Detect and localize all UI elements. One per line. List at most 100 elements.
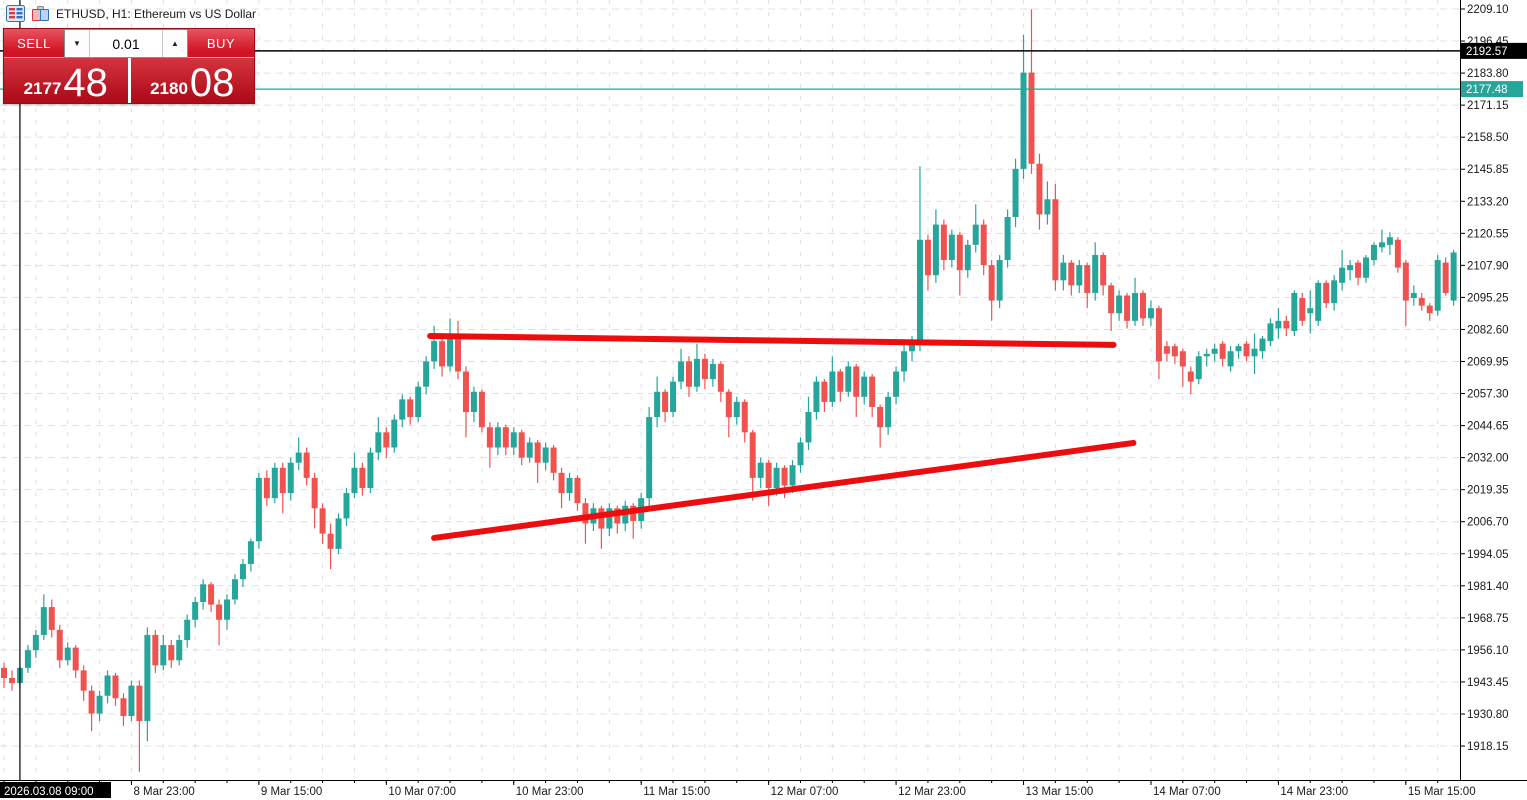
price-tick-label: 2006.70 (1467, 517, 1509, 529)
bull-candle (901, 341, 908, 382)
bear-candle (1163, 341, 1170, 362)
bull-candle (32, 629, 39, 658)
bear-candle (940, 219, 947, 271)
volume-decrease-button[interactable]: ▼ (65, 30, 90, 57)
time-tick-label: 15 Mar 15:00 (1408, 786, 1476, 798)
bear-candle (1100, 252, 1107, 296)
bear-candle (439, 336, 446, 377)
volume-value[interactable]: 0.01 (90, 30, 162, 57)
bull-candle (1363, 254, 1370, 283)
bear-candle (1108, 282, 1115, 331)
bull-candle (733, 396, 740, 425)
bull-candle (1339, 249, 1346, 291)
bull-candle (200, 579, 207, 610)
price-tick-label: 2120.55 (1467, 228, 1509, 240)
price-lines-layer (0, 0, 1460, 780)
buy-button[interactable]: BUY (188, 29, 254, 58)
bull-candle (160, 634, 167, 671)
sell-button[interactable]: SELL (4, 29, 64, 58)
price-tick-label: 2095.25 (1467, 292, 1509, 304)
time-tick-label: 11 Mar 15:00 (643, 786, 710, 798)
bear-candle (486, 422, 493, 468)
bull-candle (1307, 290, 1314, 334)
bear-candle (821, 379, 828, 413)
bull-candle (678, 348, 685, 390)
crosshair-price-label: 2192.57 (1466, 46, 1508, 58)
bull-candle (1147, 300, 1154, 326)
bear-candle (1052, 184, 1059, 291)
bear-candle (534, 439, 541, 483)
bear-candle (1418, 292, 1425, 311)
bear-candle (1426, 303, 1433, 321)
time-tick-label: 12 Mar 07:00 (771, 786, 839, 798)
bear-candle (1355, 260, 1362, 286)
bull-candle (510, 427, 517, 456)
bear-candle (717, 361, 724, 402)
bear-candle (1155, 305, 1162, 380)
price-tick-label: 1981.40 (1467, 581, 1509, 593)
bull-candle (351, 452, 358, 499)
volume-increase-button[interactable]: ▲ (162, 30, 187, 57)
bear-candle (383, 427, 390, 458)
bear-candle (56, 624, 63, 668)
bull-candle (24, 645, 31, 673)
bear-candle (1243, 341, 1250, 362)
bear-candle (1139, 290, 1146, 326)
bull-candle (996, 254, 1003, 309)
bull-candle (239, 558, 246, 587)
crosshair-time-label: 2026.03.08 09:00 (4, 786, 94, 798)
price-tick-label: 2158.50 (1467, 132, 1509, 144)
bear-candle (1124, 292, 1131, 329)
bull-candle (1267, 318, 1274, 347)
bull-candle (526, 437, 533, 463)
bear-candle (1028, 9, 1035, 174)
bear-candle (988, 260, 995, 321)
buy-price-major: 2180 (150, 79, 188, 98)
price-tick-label: 2183.80 (1467, 68, 1509, 80)
one-click-trading-icon[interactable] (31, 5, 50, 22)
bear-candle (208, 581, 215, 613)
bull-candle (797, 437, 804, 473)
bull-candle (287, 457, 294, 501)
price-tick-label: 2107.90 (1467, 260, 1509, 272)
bull-candle (447, 318, 454, 372)
bull-candle (343, 488, 350, 527)
bull-candle (1004, 209, 1011, 268)
bull-candle (176, 634, 183, 666)
bear-candle (1068, 260, 1075, 296)
bull-candle (1203, 348, 1210, 367)
bull-candle (693, 343, 700, 392)
bull-candle (932, 209, 939, 283)
bear-candle (701, 353, 708, 390)
bull-candle (184, 614, 191, 648)
buy-price[interactable]: 2180 08 (130, 58, 254, 103)
bull-candle (247, 538, 254, 572)
trendline[interactable] (427, 333, 1117, 348)
bear-candle (1219, 341, 1226, 367)
bear-candle (407, 396, 414, 425)
time-axis[interactable]: 8 Mar 23:00 9 Mar 15:00 10 Mar 07:00 10 Mar… (0, 780, 1527, 798)
bull-candle (861, 371, 868, 405)
bull-candle (1092, 242, 1099, 301)
bear-candle (478, 389, 485, 433)
bull-candle (670, 376, 677, 418)
bear-candle (1299, 292, 1306, 326)
bull-candle (1195, 351, 1202, 385)
sell-price[interactable]: 2177 48 (4, 58, 128, 103)
bear-candle (1, 662, 7, 689)
market-depth-icon[interactable] (6, 5, 25, 22)
bear-candle (311, 472, 318, 529)
trendline[interactable] (431, 439, 1137, 541)
bull-candle (399, 394, 406, 428)
bull-candle (144, 627, 151, 742)
time-tick-label: 8 Mar 23:00 (133, 786, 194, 798)
price-tick-label: 1968.75 (1467, 613, 1509, 625)
bull-candle (192, 596, 199, 628)
bear-candle (662, 389, 669, 423)
price-axis[interactable]: 2209.102196.452183.802171.152158.502145.… (1460, 0, 1509, 781)
time-tick-label: 14 Mar 23:00 (1280, 786, 1348, 798)
price-tick-label: 2171.15 (1467, 100, 1509, 112)
trendlines-layer[interactable] (427, 333, 1137, 541)
price-tick-label: 1994.05 (1467, 549, 1509, 561)
